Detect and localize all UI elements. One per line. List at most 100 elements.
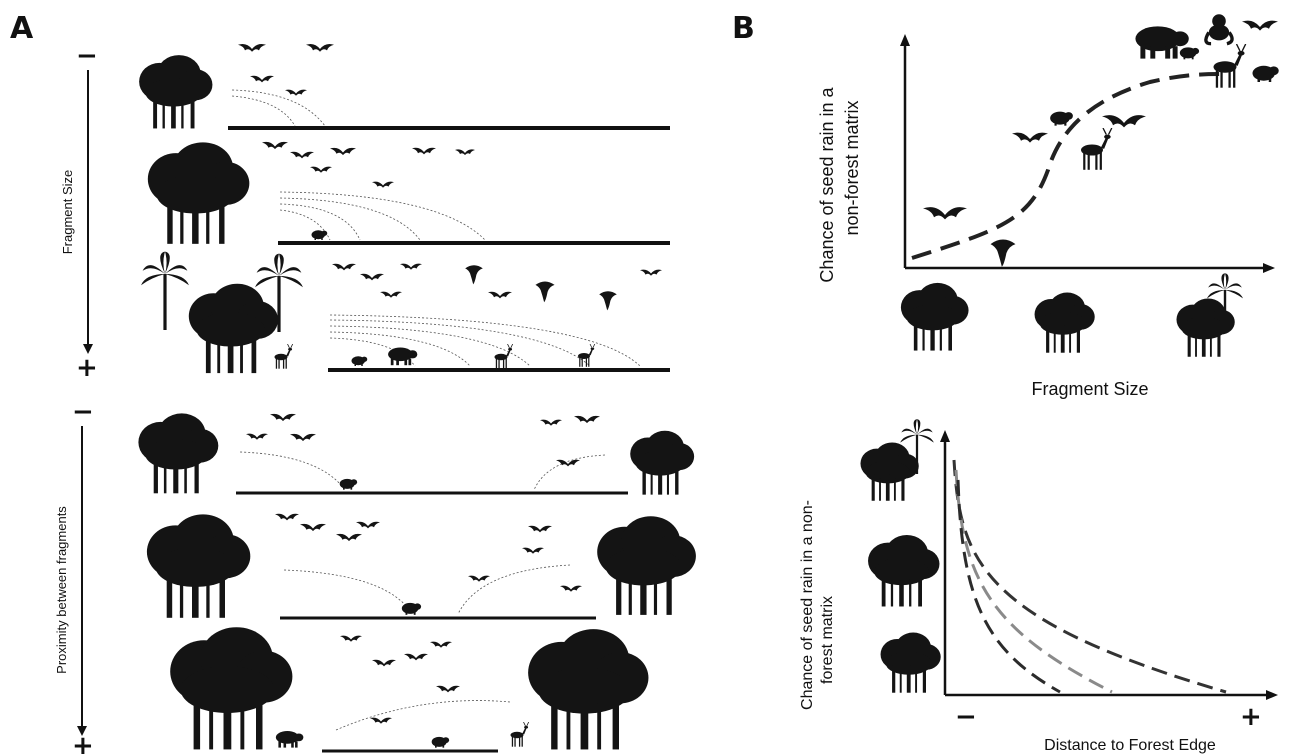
bat-icon — [528, 525, 552, 533]
dispersal-arc — [279, 197, 421, 241]
bottom-chart-ylabel-line1: Chance of seed rain in a non- — [799, 500, 816, 710]
bat-icon — [560, 585, 582, 592]
fragments-mid-scene — [146, 513, 696, 620]
primate-icon — [1204, 12, 1234, 46]
bat-icon — [1012, 132, 1048, 143]
tapir-icon — [388, 347, 418, 366]
tree-silhouette-icon — [138, 413, 219, 494]
rodent-icon — [431, 736, 450, 748]
proximity-label: Proximity between fragments — [54, 506, 69, 674]
bat-icon — [574, 415, 600, 424]
dispersal-arc — [279, 203, 361, 241]
dispersal-arc — [329, 325, 531, 367]
bat-icon — [430, 641, 452, 648]
deer-icon — [274, 344, 294, 370]
bat-icon — [488, 291, 512, 299]
bat-icon — [404, 653, 428, 661]
rodent-icon — [351, 356, 368, 366]
proximity-arrowhead — [77, 726, 87, 736]
fragment-size-arrowhead — [83, 344, 93, 354]
panel-a-letter: A — [10, 11, 34, 46]
tree-silhouette-icon — [597, 516, 696, 615]
bat-icon — [290, 433, 316, 442]
y-axis-arrowhead — [940, 430, 950, 442]
bat-icon — [285, 89, 307, 96]
bat-icon — [370, 717, 392, 724]
dispersal-arc — [279, 191, 486, 241]
y-axis-arrowhead — [900, 34, 910, 46]
proximity-minus-sign: − — [72, 397, 94, 427]
bat-icon — [522, 547, 544, 554]
bat-icon — [1102, 115, 1146, 128]
small-fragment-tree-icon — [880, 632, 941, 693]
small-fragment-tree-icon — [900, 282, 969, 351]
fragment-size-label: Fragment Size — [60, 170, 75, 255]
medium-fragment-tree-icon — [868, 535, 940, 607]
bat-icon — [372, 181, 394, 188]
deer-icon — [577, 344, 596, 368]
dispersal-arc — [231, 89, 326, 127]
tree-silhouette-icon — [146, 514, 251, 618]
dispersal-arc — [457, 564, 571, 615]
dispersal-arc — [329, 319, 591, 367]
x-axis-arrowhead — [1266, 690, 1278, 700]
bat-icon — [238, 44, 266, 52]
bat-icon — [1242, 20, 1278, 31]
deer-icon — [1212, 44, 1247, 89]
bat-icon — [455, 149, 475, 155]
parrot-icon — [535, 281, 555, 303]
top-chart-ylabel-line2: non-forest matrix — [842, 100, 862, 235]
dispersal-arc — [329, 331, 471, 367]
bat-icon — [640, 269, 662, 276]
dispersal-arc — [231, 95, 296, 127]
fragment-large-scene — [141, 251, 670, 374]
bat-icon — [556, 459, 580, 467]
bat-icon — [332, 263, 356, 271]
fragment-size-chart: Chance of seed rain in a non-forest matr… — [817, 12, 1279, 399]
distance-plus-sign: + — [1240, 702, 1262, 732]
fragment-size-plus-sign: + — [76, 353, 98, 383]
deer-icon — [510, 722, 530, 748]
panel-b-letter: B — [732, 11, 755, 46]
proximity-plus-sign: + — [72, 731, 94, 755]
bat-icon — [330, 147, 356, 156]
bat-icon — [400, 263, 422, 270]
tapir-icon — [275, 730, 304, 748]
tree-silhouette-icon — [630, 430, 695, 495]
deer-icon — [1080, 128, 1113, 171]
bat-icon — [540, 419, 562, 426]
fragments-far-scene — [138, 413, 695, 495]
top-chart-xlabel: Fragment Size — [1031, 379, 1148, 399]
rodent-icon — [311, 230, 328, 240]
dispersal-arc — [329, 314, 641, 367]
bat-icon — [306, 44, 334, 52]
bat-icon — [250, 75, 274, 83]
seed-rain-curve — [911, 72, 1226, 260]
large-fragment-decay-curve — [952, 459, 1227, 694]
rodent-icon — [401, 602, 422, 615]
dispersal-arc — [533, 454, 606, 491]
bat-icon — [340, 635, 362, 642]
fragments-close-scene — [170, 627, 649, 753]
bat-icon — [336, 533, 362, 542]
tree-silhouette-icon — [139, 55, 213, 129]
parrot-icon — [599, 291, 617, 311]
rodent-icon — [1179, 47, 1200, 60]
distance-to-edge-chart: − + Distance to Forest Edge Chance of se… — [799, 419, 1278, 754]
dispersal-arc — [239, 451, 346, 491]
bat-icon — [270, 413, 296, 422]
bat-icon — [923, 207, 967, 220]
dispersal-arc — [279, 209, 331, 241]
parrot-icon — [990, 239, 1016, 267]
dispersal-arc — [335, 700, 511, 731]
fragment-medium-scene — [147, 141, 670, 245]
bat-icon — [412, 147, 436, 155]
palm-tree-icon — [141, 251, 189, 330]
medium-fragment-decay-curve — [954, 469, 1113, 694]
bat-icon — [246, 433, 268, 440]
dispersal-arc — [283, 569, 413, 615]
fragment-size-minus-sign: − — [76, 41, 98, 71]
medium-fragment-tree-icon — [1034, 292, 1095, 353]
bottom-chart-xlabel: Distance to Forest Edge — [1044, 737, 1216, 754]
large-fragment-tree-icon — [860, 442, 919, 501]
